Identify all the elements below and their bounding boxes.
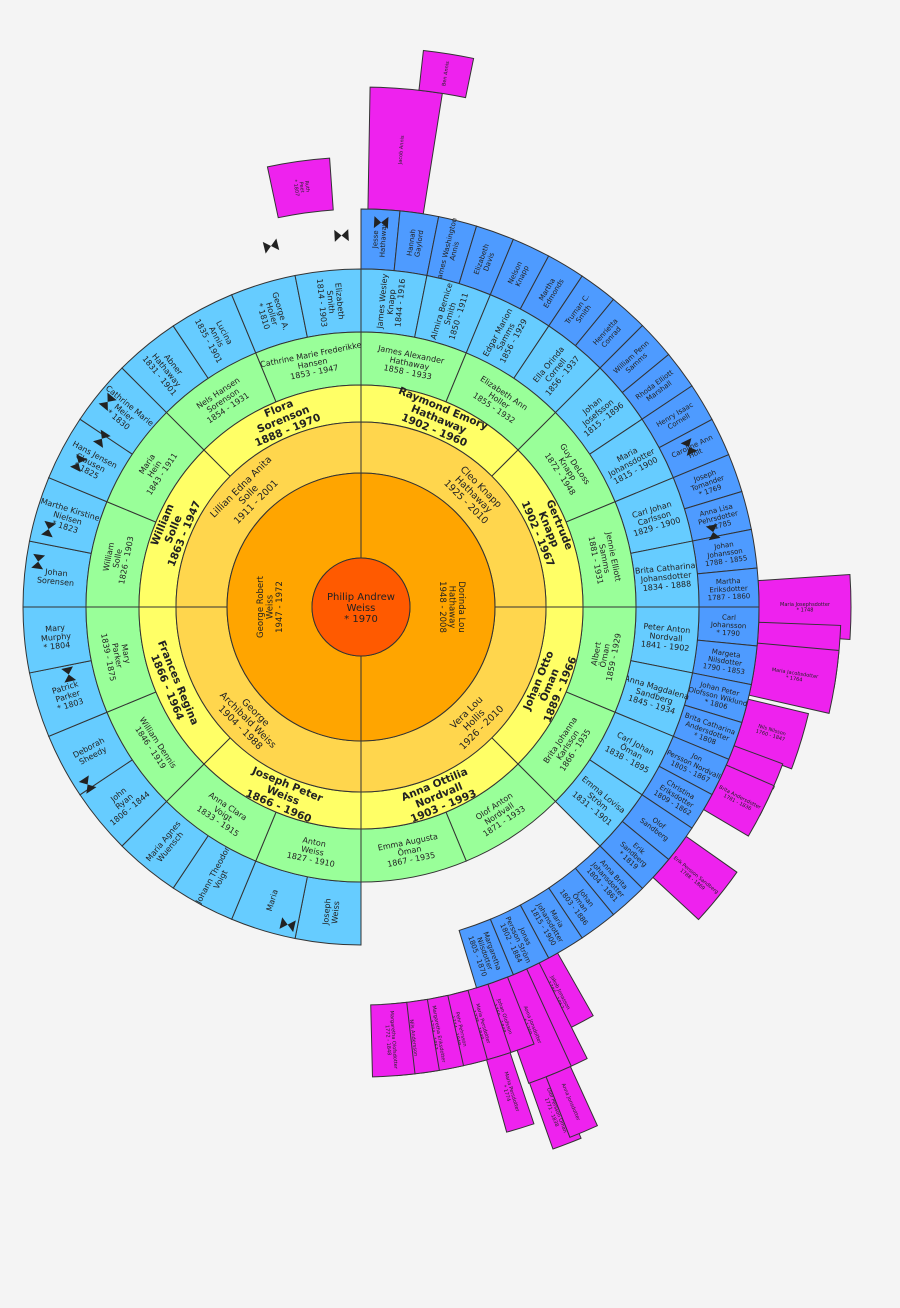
root-person-dates: * 1970 (344, 614, 378, 625)
parent-line: 1947 - 1972 (275, 581, 285, 633)
extension-ancestor-line: 1772 - 1848 (384, 1025, 392, 1056)
gen5-ancestor-line: Weiss (330, 901, 341, 925)
parent-line: George Robert (256, 575, 266, 638)
extension-ancestor-box[interactable] (545, 1065, 599, 1138)
extension-ancestor-label: Jacob Annis (397, 135, 406, 166)
generation-1-ring: George Robert Weiss 1947 - 1972 Dorinda Lou… (226, 472, 496, 742)
extension-ancestor-label: Maria Josephsdotter* 1748 (780, 602, 831, 614)
bowtie-link-icon (279, 917, 296, 933)
icon-layer (31, 216, 721, 933)
extension-ancestor-line: Ben Annis (441, 61, 451, 87)
bowtie-link-icon (373, 216, 389, 229)
bowtie-link-icon (334, 229, 349, 242)
gen6-ancestor-line: Martha (716, 577, 741, 586)
extension-ancestor-line: Margaretha Olofsdotter (388, 1010, 398, 1070)
gen6-ancestor-line: Jesse (371, 230, 380, 249)
extension-ancestor-line: Ruth (303, 180, 311, 192)
gen5-ancestor-line: Johan (44, 567, 68, 578)
gen5-ancestor-line: Sorensen (37, 575, 75, 588)
gen4-ancestor-line: Mary (119, 643, 132, 664)
extension-ancestor-line: * 1748 (797, 608, 814, 614)
extension-ancestor-line: Jacob Annis (397, 135, 406, 166)
extension-ancestor-line: * 1807 (292, 179, 300, 196)
extension-ancestor-line: * 1764 (785, 675, 803, 684)
bowtie-link-icon (262, 238, 280, 254)
gen6-ancestor-line: Hannah (406, 228, 418, 256)
gen5-ancestor-line: Knapp (386, 289, 397, 315)
parent-line: Dorinda Lou (456, 581, 466, 632)
extension-ancestor-label: Ben Annis (441, 61, 451, 87)
gen5-ancestor-line: * 1804 (43, 640, 71, 652)
gen5-ancestor-line: Murphy (41, 631, 72, 643)
gen4-ancestor-line: Öman (397, 843, 423, 858)
extension-ancestor-box[interactable] (367, 86, 443, 215)
extension-ancestor-box[interactable] (266, 157, 334, 219)
bowtie-link-icon (93, 429, 111, 448)
bowtie-link-icon (98, 392, 117, 412)
gen6-ancestor-sector[interactable] (458, 918, 514, 989)
extension-ancestor-line: Nils Andersson (408, 1019, 418, 1057)
bowtie-link-icon (78, 775, 97, 794)
gen5-ancestor-line: Joseph (321, 898, 333, 926)
extension-ancestor-label: Nils Andersson (408, 1019, 418, 1057)
gen6-ancestor-line: Gaylord (413, 230, 425, 258)
gen6-ancestor-line: Carl (722, 613, 736, 622)
gen4-ancestor-line: Solle (111, 548, 124, 569)
gen4-ancestor-line: Weiss (300, 844, 324, 857)
gen6-ancestor-line: * 1790 (716, 629, 740, 638)
gen5-ancestor-line: Nordvall (649, 631, 683, 643)
parent-label: George Robert Weiss 1947 - 1972 (256, 575, 285, 638)
gen5-ancestor-line: Elizabeth (333, 282, 346, 320)
gen6-ancestor-line: Johansson (710, 621, 747, 631)
bowtie-link-icon (41, 520, 57, 538)
gen5-ancestor-line: Mary (45, 623, 66, 634)
bowtie-link-icon (31, 553, 46, 570)
gen6-ancestor-line: Eriksdotter (709, 584, 748, 594)
parent-line: Hathaway (447, 586, 457, 629)
root-person-name: Philip Andrew (327, 592, 395, 603)
gen4-ancestor-line: Öman (597, 643, 612, 669)
gen6-ancestor-line: 1787 - 1860 (707, 592, 750, 602)
bowtie-link-icon (705, 524, 721, 541)
root-person-surname: Weiss (347, 603, 376, 614)
extension-ancestor-box[interactable] (485, 1052, 535, 1133)
root-person-circle[interactable] (311, 557, 411, 657)
extension-ancestor-line: Maria Josephsdotter (780, 602, 831, 608)
parent-line: Weiss (265, 594, 275, 619)
parent-line: 1948 - 2008 (437, 581, 447, 633)
extension-ancestor-box[interactable] (370, 1001, 416, 1078)
gen6-ancestor-line: Hathaway (379, 222, 389, 258)
bowtie-link-icon (61, 666, 77, 683)
gen6-ancestor-line: Johan (713, 540, 734, 551)
extension-ancestor-line: * 1774 (501, 1084, 512, 1102)
bowtie-link-icon (680, 438, 698, 456)
root-person-disc: Philip Andrew Weiss * 1970 (311, 557, 411, 657)
extension-ancestor-box[interactable] (418, 49, 475, 99)
bowtie-link-icon (70, 454, 88, 473)
extension-ancestor-line: Peet (298, 181, 305, 193)
gen5-ancestor-line: Smith (325, 290, 336, 314)
